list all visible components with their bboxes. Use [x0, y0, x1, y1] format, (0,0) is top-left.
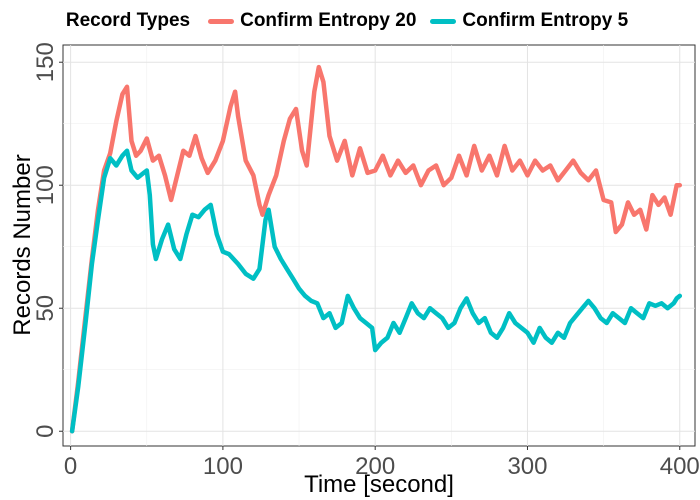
x-axis-label: Time [second] [304, 471, 454, 498]
series-line-confirm-entropy-20 [69, 64, 683, 434]
x-axis-ticks: 0 100 200 300 400 [64, 446, 700, 480]
plot-panel [62, 44, 696, 447]
legend-item-confirm-entropy-20: Confirm Entropy 20 [208, 10, 416, 32]
x-tick-label: 100 [203, 453, 243, 480]
y-tick-label: 0 [32, 425, 59, 438]
x-tick-label: 400 [660, 453, 700, 480]
x-tick-label: 0 [64, 453, 77, 480]
y-tick-label: 50 [32, 295, 59, 322]
grid-minor [63, 45, 695, 446]
legend-key-confirm-entropy-20 [208, 18, 235, 24]
series-line-confirm-entropy-5 [69, 148, 683, 434]
x-tick-label: 300 [507, 453, 547, 480]
x-tick-label: 200 [355, 453, 395, 480]
y-tick-label: 100 [32, 165, 59, 205]
series-layer [69, 64, 683, 434]
y-axis-ticks: 0 50 100 150 [32, 42, 63, 438]
legend-label-confirm-entropy-5: Confirm Entropy 5 [462, 10, 629, 31]
legend-title: Record Types [65, 10, 191, 31]
y-tick-label: 150 [32, 42, 59, 82]
y-axis-label: Records Number [9, 154, 36, 335]
legend-item-confirm-entropy-5: Confirm Entropy 5 [430, 10, 628, 32]
legend: Record Types Confirm Entropy 20 Confirm … [0, 6, 700, 36]
legend-key-confirm-entropy-5 [430, 18, 457, 24]
legend-label-confirm-entropy-20: Confirm Entropy 20 [240, 10, 417, 31]
